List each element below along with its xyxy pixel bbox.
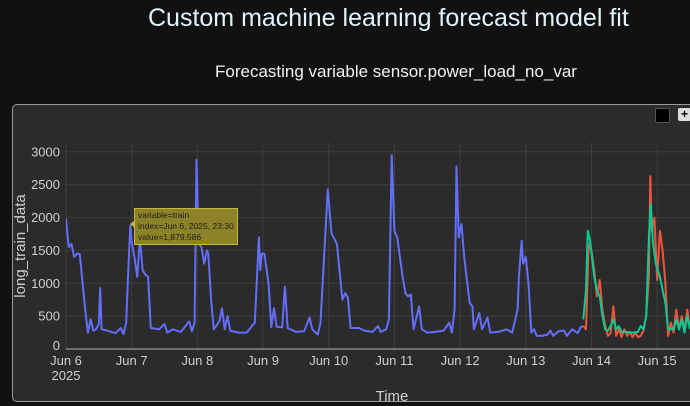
x-tick-sublabel: 2025 [52, 368, 81, 383]
chart-panel [12, 104, 690, 402]
y-tick-label: 1500 [31, 243, 60, 258]
y-axis-title: long_train_data [12, 194, 29, 298]
x-tick-label: Jun 12 [441, 353, 480, 368]
y-tick-label: 0 [53, 338, 60, 353]
tooltip-variable: variable=train [138, 210, 190, 220]
tooltip-index: index=Jun 6, 2025, 23:30 [138, 221, 234, 231]
y-tick-label: 3000 [31, 144, 60, 159]
x-tick-label: Jun 9 [247, 353, 279, 368]
x-tick-label: Jun 10 [309, 353, 348, 368]
expand-icon[interactable]: + [678, 108, 690, 121]
x-tick-label: Jun 7 [116, 353, 148, 368]
series-line-forecast-2 [582, 203, 690, 334]
y-tick-label: 500 [38, 309, 60, 324]
series-line-forecast-1 [582, 175, 690, 339]
y-tick-label: 2000 [31, 210, 60, 225]
tooltip-value: value=1,879.586 [138, 232, 202, 242]
x-tick-label: Jun 14 [572, 353, 611, 368]
x-tick-label: Jun 11 [375, 353, 413, 368]
y-tick-label: 1000 [31, 276, 60, 291]
x-tick-label: Jun 15 [638, 353, 677, 368]
x-axis-title: Time [376, 388, 409, 405]
hover-tooltip: variable=train index=Jun 6, 2025, 23:30 … [130, 208, 238, 245]
x-tick-label: Jun 8 [181, 353, 213, 368]
chart-subtitle: Forecasting variable sensor.power_load_n… [215, 62, 577, 81]
plotly-logo-icon[interactable] [655, 108, 670, 123]
y-tick-label: 2500 [31, 177, 60, 192]
x-tick-label: Jun 6 [50, 353, 82, 368]
series-line-train [66, 154, 584, 337]
x-tick-label: Jun 13 [506, 353, 545, 368]
chart-title: Custom machine learning forecast model f… [148, 4, 629, 32]
